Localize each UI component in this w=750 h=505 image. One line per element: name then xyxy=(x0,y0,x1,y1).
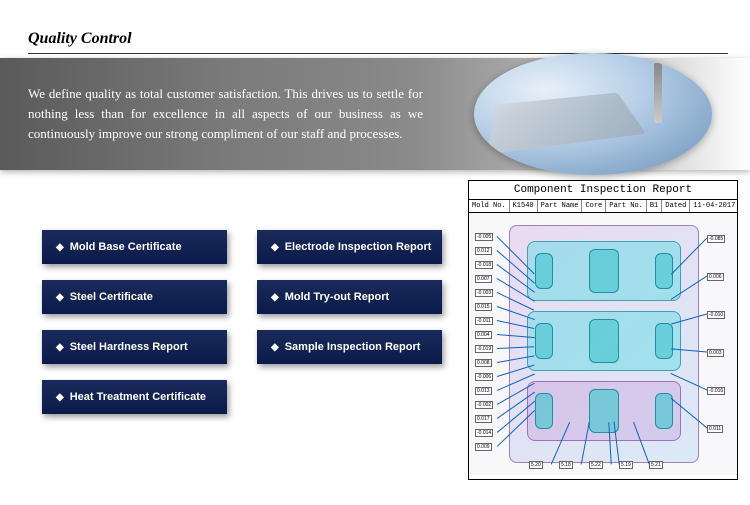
report-body: -0.005 0.012 -0.018 0.007 -0.003 0.015 -0.011 0… xyxy=(469,213,737,475)
dimension-label: 0.015 xyxy=(475,303,492,311)
mold-slot xyxy=(535,393,553,429)
banner-text: We define quality as total customer sati… xyxy=(28,84,423,144)
dimension-label: 0.004 xyxy=(475,331,492,339)
dimension-label: 5.21 xyxy=(649,461,663,469)
qc-button[interactable]: Sample Inspection Report xyxy=(257,330,442,364)
qc-button[interactable]: Mold Base Certificate xyxy=(42,230,227,264)
qc-button[interactable]: Electrode Inspection Report xyxy=(257,230,442,264)
page-title: Quality Control xyxy=(28,30,132,48)
qc-button[interactable]: Steel Certificate xyxy=(42,280,227,314)
report-header-val: Core xyxy=(582,200,606,212)
dimension-label: 0.008 xyxy=(475,359,492,367)
report-header-key: Part No. xyxy=(606,200,647,212)
dimension-label: 5.22 xyxy=(589,461,603,469)
buttons-grid: Mold Base Certificate Electrode Inspectio… xyxy=(42,230,442,414)
report-header-val: K1540 xyxy=(510,200,538,212)
dimension-label: -0.011 xyxy=(475,317,493,325)
mold-slot xyxy=(535,323,553,359)
dimension-label: -0.005 xyxy=(475,233,493,241)
report-header-val: 11-04-2017 xyxy=(690,200,738,212)
dimension-label: 0.009 xyxy=(475,443,492,451)
qc-button[interactable]: Heat Treatment Certificate xyxy=(42,380,227,414)
dimension-label: 5.20 xyxy=(529,461,543,469)
dimension-label: 0.011 xyxy=(707,425,723,433)
dimension-label: 5.18 xyxy=(559,461,573,469)
mold-slot xyxy=(589,249,619,293)
report-header-key: Dated xyxy=(662,200,690,212)
qc-button[interactable]: Mold Try-out Report xyxy=(257,280,442,314)
report-header-key: Mold No. xyxy=(469,200,510,212)
dimension-label: -0.010 xyxy=(707,311,725,319)
mold-slot xyxy=(655,323,673,359)
qc-button[interactable]: Steel Hardness Report xyxy=(42,330,227,364)
dimension-label: 0.006 xyxy=(707,273,724,281)
dimension-label: 0.012 xyxy=(475,247,492,255)
hero-banner: We define quality as total customer sati… xyxy=(0,58,750,170)
dimension-label: -0.014 xyxy=(475,429,493,437)
dimension-label: -0.006 xyxy=(475,373,493,381)
banner-image xyxy=(474,53,712,175)
dimension-label: 5.19 xyxy=(619,461,633,469)
dimension-label: -0.016 xyxy=(707,387,725,395)
dimension-label: 0.007 xyxy=(475,275,492,283)
dimension-label: -0.002 xyxy=(475,401,493,409)
dimension-label: -0.003 xyxy=(475,289,493,297)
mold-slot xyxy=(535,253,553,289)
report-title: Component Inspection Report xyxy=(469,181,737,199)
dimension-label: -0.085 xyxy=(707,235,725,243)
dimension-label: 0.003 xyxy=(707,349,724,357)
mold-slot xyxy=(655,253,673,289)
dimension-label: -0.018 xyxy=(475,261,493,269)
mold-slot xyxy=(589,319,619,363)
dimension-label: 0.017 xyxy=(475,415,492,423)
report-header-val: B1 xyxy=(647,200,662,212)
report-header: Mold No.K1540Part NameCorePart No.B1Date… xyxy=(469,199,737,213)
dimension-label: -0.019 xyxy=(475,345,493,353)
dimension-label: 0.013 xyxy=(475,387,492,395)
inspection-report: Component Inspection Report Mold No.K154… xyxy=(468,180,738,480)
report-header-key: Part Name xyxy=(538,200,583,212)
